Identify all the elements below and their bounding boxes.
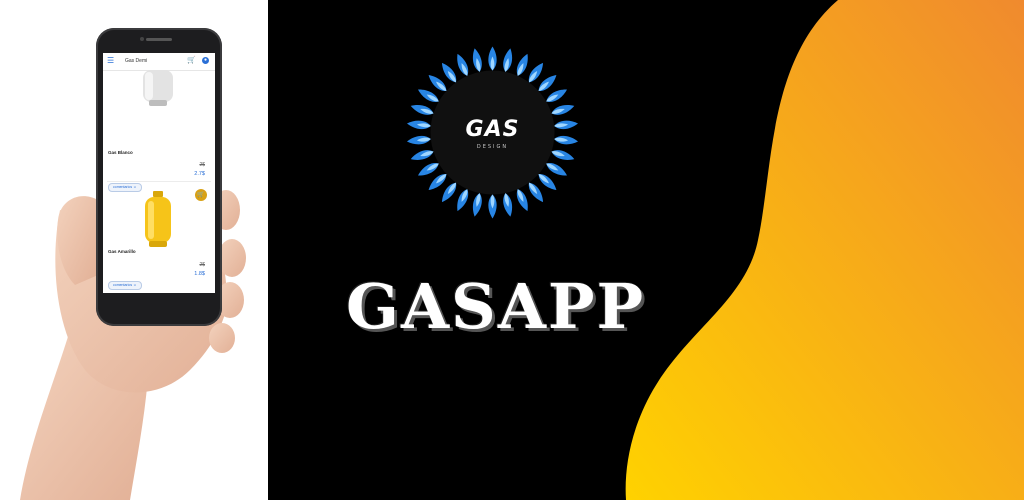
orange-wave-shape [625, 0, 1024, 500]
flame-core [546, 94, 559, 102]
flame-core [436, 81, 447, 92]
flame-core [528, 182, 538, 194]
flame-ring-icon [406, 46, 579, 219]
flame-core [426, 94, 439, 102]
logo-subtext: DESIGN [476, 144, 509, 150]
flame-core [426, 163, 439, 171]
comment-button[interactable]: comentarios ☺ [108, 183, 142, 192]
flame-core [551, 151, 565, 157]
flame-core [436, 173, 447, 184]
comment-label: comentarios [113, 185, 133, 189]
flame-core [517, 63, 524, 76]
product-card: 🛒 Gas Amarillo 2$ 1.8$ comentarios ☺ [103, 183, 215, 290]
comment-label: comentarios [113, 283, 133, 287]
product-old-price: 2$ [199, 162, 205, 168]
flame-core [546, 163, 559, 171]
left-panel: ☰ Gas Demi 🛒 ● Gas Blanco 2$ 2.7$ coment… [0, 0, 268, 500]
flame-core [476, 58, 481, 72]
phone-screen: ☰ Gas Demi 🛒 ● Gas Blanco 2$ 2.7$ coment… [103, 53, 215, 293]
add-to-cart-button[interactable]: 🛒 [195, 189, 207, 201]
brand-title: GASAPP [346, 270, 646, 343]
flame-core [504, 193, 509, 207]
right-panel: GAS DESIGN GASAPP [268, 0, 1024, 500]
flame-core [517, 189, 524, 202]
hamburger-icon[interactable]: ☰ [107, 56, 115, 65]
flame-core [420, 108, 434, 114]
flame-core [538, 173, 549, 184]
flame-core [416, 123, 431, 128]
app-title: Gas Demi [125, 58, 148, 64]
cart-icon[interactable]: 🛒 [187, 57, 196, 64]
phone-camera [140, 37, 144, 41]
product-name: Gas Amarillo [108, 249, 136, 254]
product-price: 2.7$ [194, 171, 205, 177]
flame-core [554, 123, 569, 128]
comment-icon: ☺ [133, 283, 137, 287]
divider [107, 181, 211, 182]
flame-core [551, 108, 565, 114]
product-price: 1.8$ [194, 271, 205, 277]
flame-core [476, 193, 481, 207]
logo-text: GAS [465, 117, 520, 142]
flame-core [416, 137, 431, 142]
gas-burner-logo: GAS DESIGN [405, 45, 580, 220]
flame-core [490, 56, 495, 71]
product-old-price: 2$ [199, 262, 205, 268]
comment-button[interactable]: comentarios ☺ [108, 281, 142, 290]
cart-icon: 🛒 [197, 192, 205, 198]
user-icon[interactable]: ● [202, 57, 209, 64]
flame-core [528, 71, 538, 83]
phone-mockup: ☰ Gas Demi 🛒 ● Gas Blanco 2$ 2.7$ coment… [96, 28, 222, 326]
flame-core [554, 137, 569, 142]
comment-icon: ☺ [133, 185, 137, 189]
flame-core [504, 58, 509, 72]
product-name: Gas Blanco [108, 150, 133, 155]
flame-core [420, 151, 434, 157]
product-card: 🛒 [103, 289, 215, 293]
flame-core [538, 81, 549, 92]
flame-core [490, 194, 495, 209]
flame-core [461, 63, 468, 76]
app-header: ☰ Gas Demi 🛒 ● [103, 53, 215, 71]
phone-speaker [146, 38, 172, 41]
flame-core [447, 71, 457, 83]
yellow-gas-tank-image [145, 191, 171, 247]
flame-core [461, 189, 468, 202]
phone-bottom-bezel [96, 298, 222, 326]
product-card: Gas Blanco 2$ 2.7$ comentarios ☺ [103, 70, 215, 192]
flame-core [447, 182, 457, 194]
white-gas-tank-image [143, 70, 173, 106]
